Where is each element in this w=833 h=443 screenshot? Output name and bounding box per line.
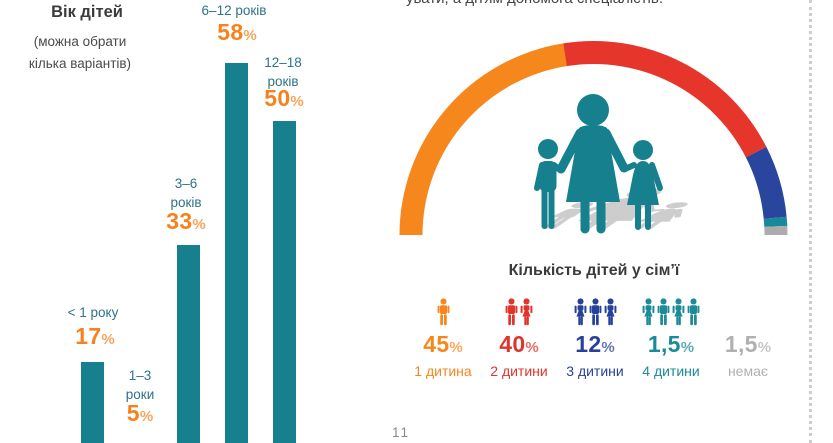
age-chart-title: Вік дітей bbox=[51, 3, 123, 21]
male-person-icon bbox=[505, 298, 518, 326]
dotted-page-border bbox=[809, 0, 812, 443]
bar-label-6-12-years: 6–12 років bbox=[179, 1, 289, 20]
legend-item-no-children: 1,5% немає bbox=[708, 298, 788, 380]
percent-sign: % bbox=[290, 93, 304, 110]
legend-item-1-child: 45% 1 дитина bbox=[403, 298, 483, 379]
bar-label-3-6-years: 3–6 років bbox=[131, 174, 241, 212]
age-chart-subtitle: (можна обрати кілька варіантів) bbox=[10, 31, 150, 75]
bar-under-1-year bbox=[80, 361, 104, 443]
gauge-segment-1 дитина bbox=[399, 43, 567, 236]
percent-sign: % bbox=[449, 339, 463, 356]
female-person-icon bbox=[604, 298, 616, 326]
legend-percent-number: 45 bbox=[423, 331, 450, 357]
children-count-gauge bbox=[399, 41, 788, 236]
percent-sign: % bbox=[680, 339, 695, 356]
person-icons bbox=[708, 298, 788, 328]
legend-percent-number: 1,5 bbox=[647, 331, 681, 357]
legend-title: Кількість дітей у сім’ї bbox=[508, 262, 680, 279]
legend-percent-number: 1,5 bbox=[724, 331, 758, 357]
bar-value-under-1-year: 17% bbox=[50, 324, 140, 352]
percent-sign: % bbox=[243, 27, 257, 44]
gauge-segment-немає bbox=[764, 225, 788, 235]
legend-percent: 45% bbox=[403, 333, 483, 359]
bar-label-line: 1–3 bbox=[128, 368, 152, 383]
page-number: 11 bbox=[391, 425, 410, 440]
age-chart-subtitle-line2: кілька варіантів) bbox=[28, 56, 132, 71]
percent-sign: % bbox=[192, 216, 206, 233]
bar-12-18-years bbox=[272, 121, 296, 443]
male-person-icon bbox=[657, 298, 670, 326]
bar-label-line: 12–18 bbox=[264, 55, 302, 70]
legend-percent-number: 40 bbox=[499, 331, 526, 357]
bar-3-6-years bbox=[176, 245, 200, 443]
legend-percent: 40% bbox=[479, 333, 559, 359]
legend-label: 4 дитини bbox=[642, 363, 700, 379]
age-chart-subtitle-line1: (можна обрати bbox=[33, 34, 127, 49]
legend-item-3-children: 12% 3 дитини bbox=[555, 298, 635, 379]
legend-item-2-children: 40% 2 дитини bbox=[479, 298, 559, 379]
percent-sign: % bbox=[139, 408, 154, 425]
bar-value-number: 58 bbox=[217, 19, 244, 45]
percent-sign: % bbox=[525, 339, 539, 356]
percent-sign: % bbox=[601, 339, 615, 356]
bar-label-line: < 1 року bbox=[67, 305, 119, 320]
percent-sign: % bbox=[757, 339, 772, 356]
bar-value-6-12-years: 58% bbox=[192, 20, 282, 48]
legend-percent-number: 12 bbox=[575, 331, 602, 357]
bar-value-number: 50 bbox=[264, 85, 291, 111]
legend-percent: 12% bbox=[555, 333, 635, 359]
legend-percent: 1,5% bbox=[631, 333, 711, 359]
legend-percent: 1,5% bbox=[708, 333, 788, 359]
bar-label-line: років bbox=[170, 195, 202, 210]
person-icons bbox=[403, 298, 483, 328]
person-icons bbox=[631, 298, 711, 328]
bar-label-12-18-years: 12–18 років bbox=[228, 53, 338, 91]
bar-label-1-3-years: 1–3 роки bbox=[85, 366, 195, 404]
bar-value-number: 5 bbox=[126, 400, 140, 426]
gauge-segment-4 дитини bbox=[763, 216, 788, 227]
gauge-segment-3 дитини bbox=[745, 146, 787, 219]
legend-item-4-children: 1,5% 4 дитини bbox=[631, 298, 711, 379]
legend-label: 2 дитини bbox=[490, 363, 548, 379]
bar-label-line: років bbox=[267, 74, 299, 89]
person-icons bbox=[555, 298, 635, 328]
female-person-icon bbox=[642, 298, 655, 326]
bar-6-12-years bbox=[224, 62, 248, 443]
person-icons bbox=[479, 298, 559, 328]
bar-value-1-3-years: 5% bbox=[95, 401, 185, 429]
family-icon bbox=[523, 83, 693, 235]
bar-value-3-6-years: 33% bbox=[141, 209, 231, 237]
bar-label-under-1-year: < 1 року bbox=[38, 303, 148, 322]
bar-label-line: 3–6 bbox=[174, 176, 198, 191]
bar-value-12-18-years: 50% bbox=[239, 86, 329, 114]
cropped-heading-text: увати, а дітям допомога спеціалістів. bbox=[406, 0, 826, 7]
bar-value-number: 17 bbox=[75, 323, 102, 349]
female-person-icon bbox=[574, 298, 586, 326]
legend-label: немає bbox=[727, 363, 769, 379]
percent-sign: % bbox=[101, 331, 115, 348]
bar-label-line: роки bbox=[125, 387, 155, 402]
legend-label: 1 дитина bbox=[414, 363, 472, 379]
bar-value-number: 33 bbox=[166, 208, 193, 234]
male-person-icon bbox=[589, 298, 601, 326]
bar-label-line: 6–12 років bbox=[201, 3, 267, 18]
female-person-icon bbox=[520, 298, 533, 326]
male-person-icon bbox=[437, 298, 449, 326]
gauge-segment-2 дитини bbox=[563, 41, 767, 158]
female-person-icon bbox=[672, 298, 685, 326]
legend-label: 3 дитини bbox=[566, 363, 624, 379]
male-person-icon bbox=[687, 298, 700, 326]
